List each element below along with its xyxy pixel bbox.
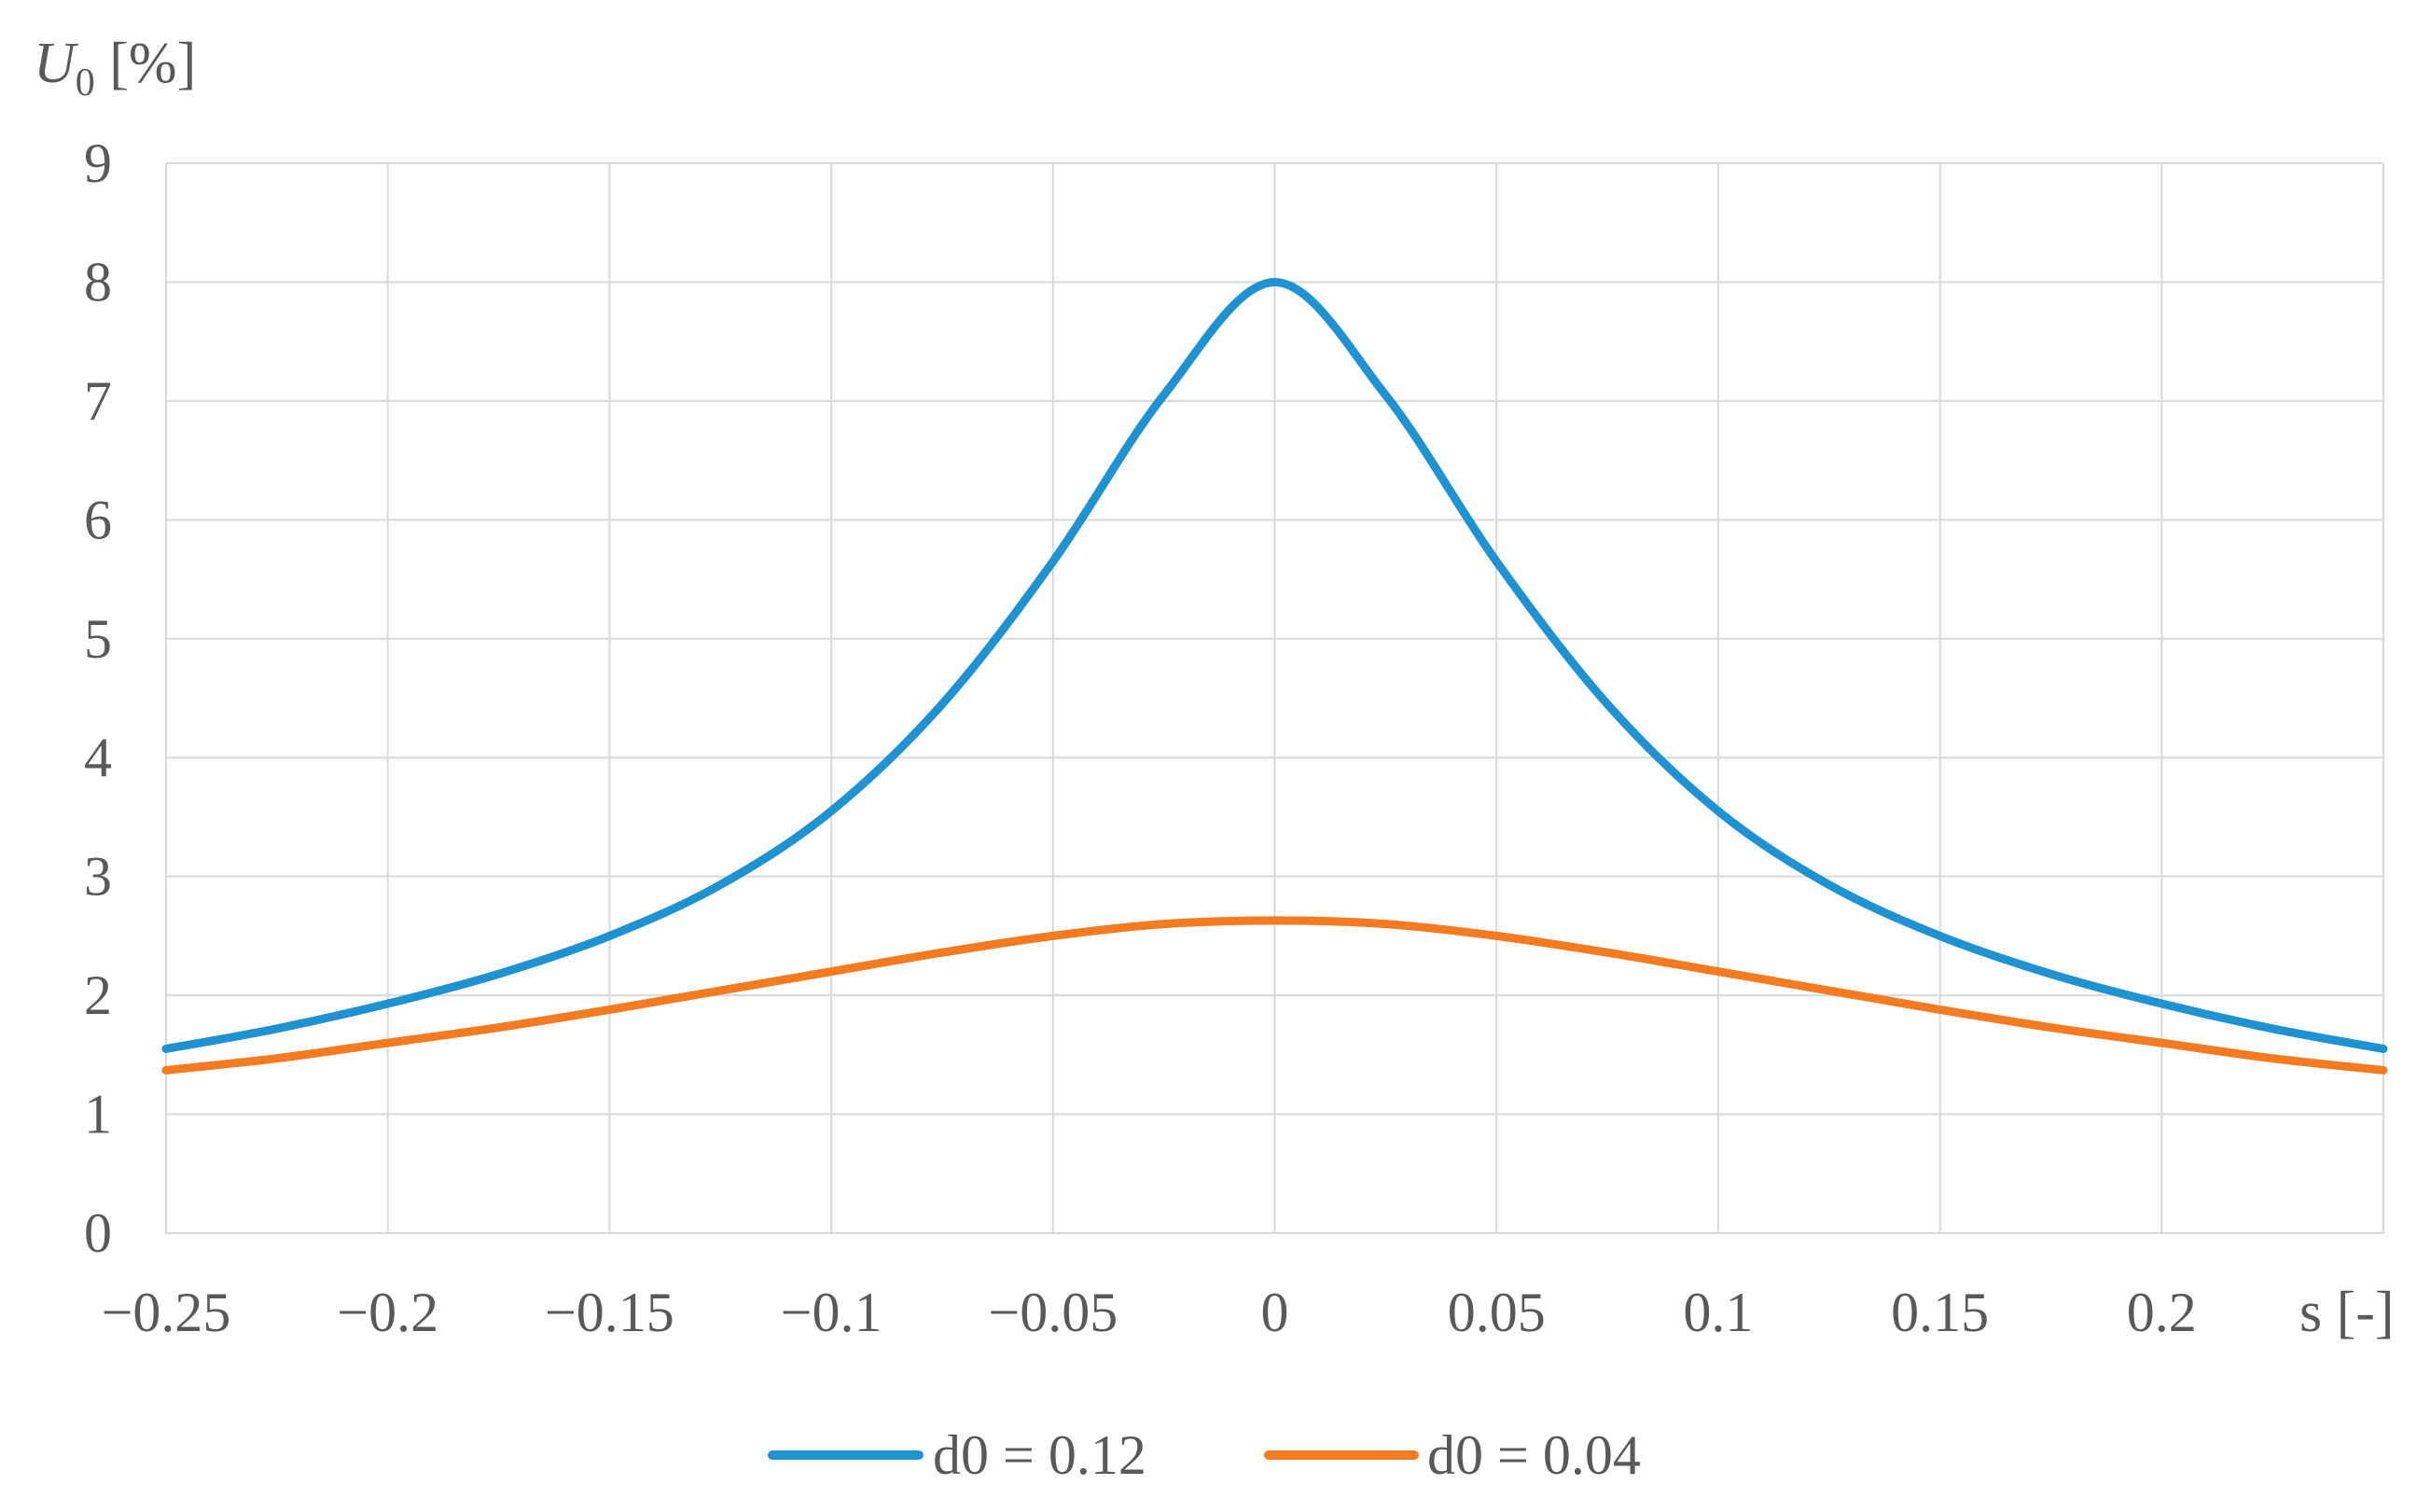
y-tick-label: 5 (84, 608, 112, 670)
x-tick-label: 0.1 (1683, 1282, 1753, 1343)
x-tick-label: −0.05 (988, 1282, 1118, 1343)
legend-item-d0-004: d0 = 0.04 (1264, 1424, 1641, 1486)
x-tick-label: −0.15 (545, 1282, 674, 1343)
series-line-d0-004 (161, 916, 2388, 1075)
y-tick-label: 0 (84, 1202, 112, 1264)
x-tick-label: 0.05 (1448, 1282, 1546, 1343)
series-line-d0-012 (161, 277, 2388, 1053)
y-axis-symbol: U (34, 32, 79, 95)
y-tick-label: 6 (84, 489, 112, 550)
y-tick-label: 3 (84, 846, 112, 908)
y-axis-subscript: 0 (76, 62, 95, 104)
tick-labels: 0 1 2 3 4 5 6 7 8 9 −0.25 −0.2 −0.15 −0.1 −0.05 0 0.05 0.… (84, 132, 2197, 1343)
x-tick-label: −0.25 (102, 1282, 231, 1343)
x-tick-label: 0 (1261, 1282, 1289, 1343)
legend-item-d0-012: d0 = 0.12 (768, 1424, 1146, 1486)
x-tick-label: −0.1 (781, 1282, 882, 1343)
x-tick-label: 0.15 (1891, 1282, 1989, 1343)
grid (165, 162, 2384, 1234)
y-axis-unit: [%] (95, 32, 196, 95)
legend-label-d0-004: d0 = 0.04 (1427, 1424, 1641, 1486)
y-tick-label: 1 (84, 1084, 112, 1145)
y-tick-label: 7 (84, 370, 112, 432)
y-tick-label: 4 (84, 727, 112, 788)
legend: d0 = 0.12 d0 = 0.04 (768, 1424, 1641, 1486)
y-tick-label: 9 (84, 132, 112, 194)
x-axis-title: s [-] (2299, 1281, 2395, 1344)
series-lines (161, 277, 2388, 1075)
y-axis-title: U0 [%] (34, 32, 196, 104)
x-tick-label: 0.2 (2127, 1282, 2197, 1343)
x-tick-label: −0.2 (337, 1282, 438, 1343)
y-tick-label: 8 (84, 251, 112, 312)
legend-label-d0-012: d0 = 0.12 (933, 1424, 1146, 1486)
y-tick-label: 2 (84, 964, 112, 1026)
